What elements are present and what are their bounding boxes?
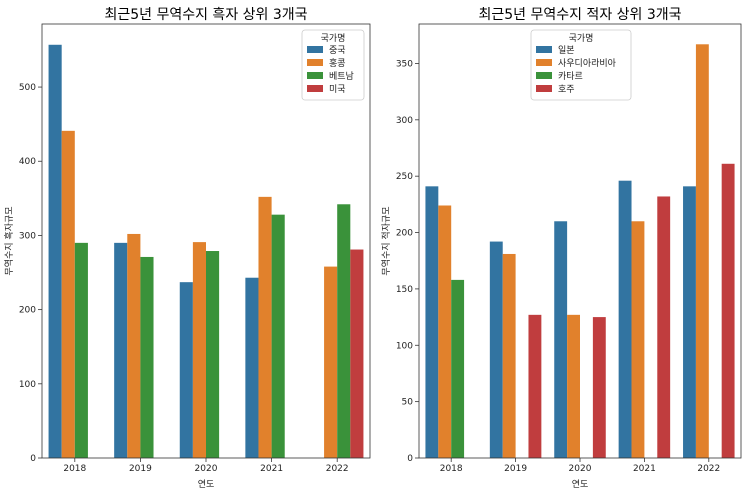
chart-1-ytick-label: 100 — [396, 341, 413, 351]
chart-0-bar — [127, 233, 141, 458]
chart-1-legend-swatch — [536, 72, 552, 79]
chart-0-bar — [61, 130, 75, 459]
chart-1-legend-entry: 호주 — [558, 84, 575, 95]
chart-0-legend-swatch — [307, 59, 323, 66]
chart-1-ytick-label: 0 — [407, 454, 413, 464]
chart-0-ytick-label: 300 — [19, 231, 36, 241]
chart-1-bar — [438, 205, 452, 458]
chart-0-legend-entry: 중국 — [329, 45, 346, 56]
chart-1-bar — [618, 180, 632, 458]
chart-1-title: 최근5년 무역수지 적자 상위 3개국 — [478, 7, 681, 23]
chart-1-bar — [528, 314, 542, 458]
chart-1-xtick-label: 2020 — [569, 464, 592, 474]
chart-0-legend-swatch — [307, 46, 323, 53]
chart-1-ytick-label: 200 — [396, 229, 413, 239]
chart-0-title: 최근5년 무역수지 흑자 상위 3개국 — [104, 6, 307, 23]
chart-0-axes-frame — [41, 23, 371, 459]
deficit-chart: 최근5년 무역수지 적자 상위 3개국 0 50 100 150 200 250 300 350… — [380, 7, 742, 490]
chart-0-ytick-label: 200 — [19, 306, 36, 316]
chart-0-bar — [192, 242, 206, 458]
chart-0-bar — [337, 204, 351, 458]
chart-1-bar — [554, 221, 568, 458]
chart-0-bar — [74, 242, 88, 458]
chart-0-xtick-label: 2019 — [129, 464, 152, 474]
chart-1-bar — [592, 317, 606, 458]
chart-1-bar — [631, 221, 645, 458]
chart-1-legend-swatch — [536, 59, 552, 66]
chart-1-ylabel: 무역수지 적자규모 — [380, 206, 392, 275]
chart-0-legend-title: 국가명 — [321, 33, 346, 44]
chart-1-ytick-label: 300 — [396, 116, 413, 126]
chart-0-bar — [48, 44, 62, 459]
chart-0-bar — [324, 266, 338, 458]
chart-0-bar — [206, 251, 220, 458]
chart-1-bar — [567, 314, 580, 458]
chart-0-ylabel: 무역수지 흑자규모 — [3, 206, 15, 275]
chart-0-legend-entry: 베트남 — [329, 71, 354, 82]
chart-0-legend-swatch — [307, 85, 323, 92]
chart-0-bar — [271, 214, 285, 458]
chart-0-xtick-label: 2022 — [326, 464, 349, 474]
chart-1-xtick-label: 2022 — [697, 464, 720, 474]
chart-0-ytick-label: 100 — [19, 380, 36, 390]
chart-1-axes-frame — [418, 23, 742, 459]
chart-0-xtick-label: 2018 — [63, 464, 86, 474]
chart-0-bar — [140, 256, 154, 458]
chart-1-ytick-label: 50 — [402, 398, 414, 408]
chart-1-xtick-label: 2019 — [504, 464, 527, 474]
chart-0-bar — [114, 242, 128, 458]
chart-0-legend-entry: 미국 — [329, 84, 346, 95]
chart-1-ytick-label: 350 — [396, 59, 413, 69]
chart-1-legend-entry: 일본 — [558, 45, 575, 56]
chart-1-bar — [425, 186, 439, 458]
chart-1-bar — [657, 196, 671, 459]
chart-1-legend-entry: 카타르 — [558, 71, 583, 82]
chart-1-legend-entry: 사우디아라비아 — [558, 58, 617, 69]
chart-0-xtick-label: 2021 — [260, 464, 283, 474]
chart-1-bar — [451, 279, 465, 458]
surplus-chart: 최근5년 무역수지 흑자 상위 3개국 0 100 200 300 400 500 2018 2… — [3, 6, 371, 490]
chart-1-bar — [683, 186, 696, 458]
chart-0-bar — [179, 282, 193, 458]
chart-1-bar — [695, 44, 709, 459]
chart-1-xlabel: 연도 — [572, 479, 589, 490]
chart-0-bar — [245, 277, 259, 458]
chart-0-ytick-label: 500 — [19, 83, 36, 93]
chart-1-ytick-label: 250 — [396, 172, 413, 182]
chart-1-xtick-label: 2021 — [633, 464, 656, 474]
chart-1-legend-swatch — [536, 85, 552, 92]
chart-1-bar — [489, 241, 503, 458]
chart-1-legend-title: 국가명 — [569, 33, 594, 44]
chart-0-ytick-label: 0 — [30, 454, 36, 464]
chart-0-xlabel: 연도 — [198, 479, 215, 490]
chart-1-bar — [502, 253, 516, 458]
chart-1-ytick-label: 150 — [396, 285, 413, 295]
chart-0-bar — [350, 249, 364, 458]
chart-1-bar — [721, 163, 735, 459]
chart-0-legend-swatch — [307, 72, 323, 79]
chart-1-xtick-label: 2018 — [440, 464, 463, 474]
chart-1-legend — [530, 29, 632, 101]
chart-0-bar — [258, 196, 272, 458]
chart-0-xtick-label: 2020 — [195, 464, 218, 474]
chart-0-ytick-label: 400 — [19, 157, 36, 167]
chart-1-legend-swatch — [536, 46, 552, 53]
chart-0-legend-entry: 홍콩 — [329, 57, 346, 69]
